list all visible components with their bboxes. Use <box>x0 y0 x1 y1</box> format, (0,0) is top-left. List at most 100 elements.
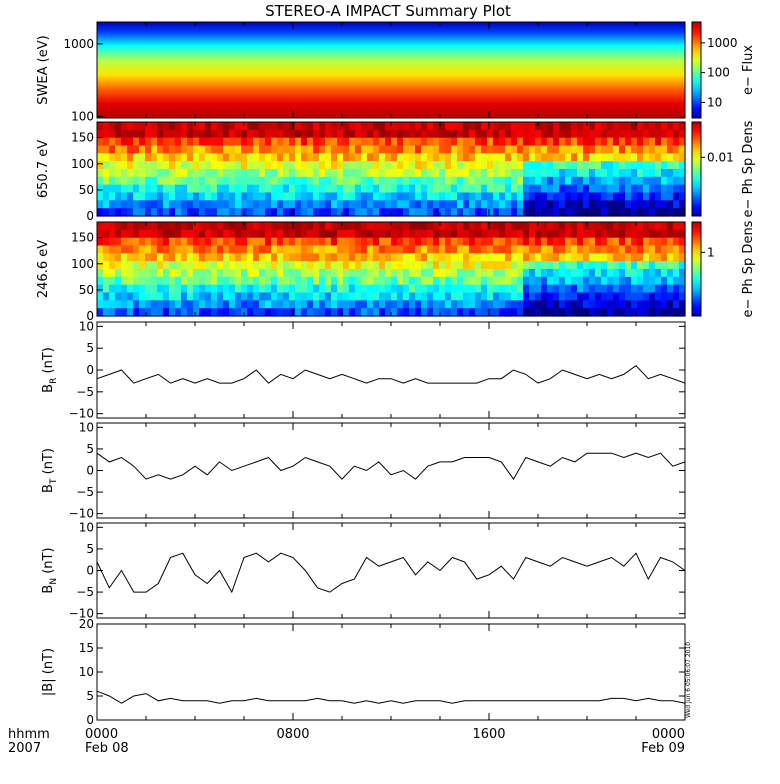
pad246-cell <box>601 237 608 247</box>
pad650-cell <box>199 184 206 194</box>
pad650-cell <box>517 153 524 162</box>
pad246-cell <box>439 261 446 270</box>
pad246-cell <box>637 269 644 278</box>
pad246-cell <box>619 276 626 286</box>
pad246-cell <box>463 245 470 254</box>
pad246-cell <box>679 269 686 278</box>
pad246-cell <box>247 253 254 262</box>
pad246-cell <box>589 292 596 301</box>
pad650-cell <box>109 169 116 178</box>
pad246-cell <box>613 308 620 317</box>
pad246-cell <box>373 276 380 286</box>
pad246-cell <box>661 292 668 301</box>
pad246-cell <box>367 269 374 278</box>
pad650-cell <box>277 145 284 154</box>
pad246-cell <box>553 222 560 231</box>
pad650-cell <box>613 153 620 162</box>
pad650-cell <box>655 129 662 139</box>
pad650-cell <box>421 192 428 201</box>
pad246-cell <box>661 261 668 270</box>
pad650-cell <box>433 169 440 178</box>
bn-ytick-label: 10 <box>79 520 94 534</box>
pad246-cell <box>295 245 302 254</box>
pad650-cell <box>505 184 512 194</box>
pad246-cell <box>643 292 650 301</box>
pad650-cell <box>643 153 650 162</box>
pad246-cell <box>367 222 374 231</box>
pad246-cell <box>325 300 332 309</box>
pad650-cell <box>589 169 596 178</box>
pad650-cell <box>547 200 554 209</box>
pad650-cell <box>247 145 254 154</box>
pad246-cell <box>457 253 464 262</box>
pad246-cell <box>265 292 272 301</box>
pad650-cell <box>433 184 440 194</box>
pad246-cell <box>103 222 110 231</box>
pad246-cell <box>385 261 392 270</box>
pad246-cell <box>277 300 284 309</box>
pad650-cell <box>679 169 686 178</box>
pad650-cell <box>157 208 164 217</box>
pad246-cell <box>433 284 440 294</box>
pad650-cell <box>433 208 440 217</box>
pad246-cell <box>283 253 290 262</box>
pad650-cell <box>577 176 584 186</box>
pad246-cell <box>319 300 326 309</box>
pad650-cell <box>181 122 188 131</box>
pad246-cell <box>133 261 140 270</box>
pad650-cell <box>187 169 194 178</box>
pad650-cell <box>637 184 644 194</box>
pad650-cell <box>679 184 686 194</box>
pad246-cell <box>223 222 230 231</box>
pad246-cell <box>631 284 638 294</box>
pad246-cell <box>547 292 554 301</box>
pad246-cell <box>655 253 662 262</box>
pad650-cell <box>607 200 614 209</box>
pad650-cell <box>577 184 584 194</box>
pad246-cell <box>313 300 320 309</box>
pad650-cell <box>325 137 332 147</box>
pad246-cell <box>271 308 278 317</box>
pad246-cell <box>571 276 578 286</box>
pad246-cell <box>403 300 410 309</box>
pad246-cell <box>493 292 500 301</box>
bt-ylabel-sub: T <box>49 478 59 485</box>
pad650-cell <box>355 192 362 201</box>
pad650-cell <box>97 184 104 194</box>
pad650-cell <box>193 161 200 170</box>
pad246-cell <box>187 269 194 278</box>
pad650-cell <box>211 200 218 209</box>
pad650-cell <box>667 137 674 147</box>
pad650-cell <box>355 200 362 209</box>
swea-ytick-label: 1000 <box>63 37 94 51</box>
pad246-cell <box>583 261 590 270</box>
pad650-cell <box>361 176 368 186</box>
pad650-cell <box>301 192 308 201</box>
pad246-cell <box>391 253 398 262</box>
pad246-cell <box>241 300 248 309</box>
pad650-cell <box>613 208 620 217</box>
pad246-cell <box>271 229 278 239</box>
pad650-cell <box>283 161 290 170</box>
pad650-cell <box>319 200 326 209</box>
pad246-cell <box>565 276 572 286</box>
pad246-cell <box>283 308 290 317</box>
pad650-cell <box>583 200 590 209</box>
pad246-cell <box>247 284 254 294</box>
pad650-cell <box>205 129 212 139</box>
pad246-cell <box>541 261 548 270</box>
pad650-cell <box>241 145 248 154</box>
pad650-cell <box>481 122 488 131</box>
pad650-cell <box>529 176 536 186</box>
pad650-cell <box>673 137 680 147</box>
pad246-cell <box>577 261 584 270</box>
pad246-cell <box>487 229 494 239</box>
pad650-cell <box>541 192 548 201</box>
pad246-cell <box>241 276 248 286</box>
pad650-cell <box>541 129 548 139</box>
pad246-cell <box>523 300 530 309</box>
pad246-cell <box>331 253 338 262</box>
pad246-cell <box>163 308 170 317</box>
pad650-cell <box>349 192 356 201</box>
pad650-cell <box>433 153 440 162</box>
